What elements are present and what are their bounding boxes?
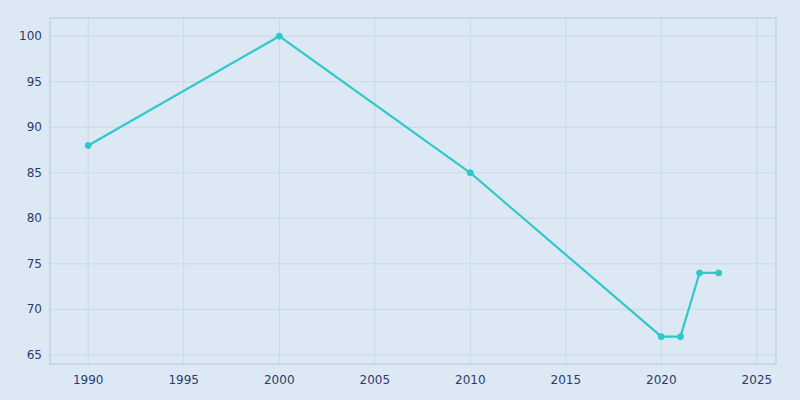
y-tick-label: 100 (19, 29, 42, 43)
point (697, 270, 703, 276)
x-tick-label: 1995 (168, 373, 199, 387)
x-grid-line (88, 18, 89, 364)
x-grid-line (374, 18, 375, 364)
y-tick-label: 70 (27, 302, 42, 316)
x-tick-label: 1990 (73, 373, 104, 387)
y-tick-label: 80 (27, 211, 42, 225)
y-grid-line (50, 81, 776, 82)
y-tick-label: 65 (27, 348, 42, 362)
y-tick-label: 85 (27, 166, 42, 180)
x-grid-line (756, 18, 757, 364)
y-grid-line (50, 36, 776, 37)
y-tick-label: 75 (27, 257, 42, 271)
y-grid-line (50, 354, 776, 355)
tick-labels: 1990 1995 2000 2005 2010 2015 2020 2025 65 70 75 80… (19, 29, 772, 387)
x-grid-line (279, 18, 280, 364)
y-grid-line (50, 127, 776, 128)
x-grid-line (565, 18, 566, 364)
line (88, 36, 718, 336)
point (85, 142, 91, 148)
series (85, 33, 721, 339)
x-grid-line (470, 18, 471, 364)
x-grid-line (661, 18, 662, 364)
plot-background (50, 18, 776, 364)
y-grid-line (50, 309, 776, 310)
grid (50, 18, 776, 364)
chart-container: 1990 1995 2000 2005 2010 2015 2020 2025 65 70 75 80… (0, 0, 800, 400)
y-grid-line (50, 172, 776, 173)
x-tick-label: 2005 (360, 373, 391, 387)
y-tick-label: 90 (27, 120, 42, 134)
y-tick-label: 95 (27, 75, 42, 89)
y-grid-line (50, 218, 776, 219)
point (716, 270, 722, 276)
x-tick-label: 2020 (646, 373, 677, 387)
point (677, 334, 683, 340)
plot-frame (50, 18, 776, 364)
point (658, 334, 664, 340)
point (276, 33, 282, 39)
x-tick-label: 2000 (264, 373, 295, 387)
point (467, 170, 473, 176)
x-grid-line (183, 18, 184, 364)
x-tick-label: 2025 (742, 373, 773, 387)
chart: 1990 1995 2000 2005 2010 2015 2020 2025 65 70 75 80… (0, 0, 800, 400)
x-tick-label: 2015 (551, 373, 582, 387)
y-grid-line (50, 263, 776, 264)
x-tick-label: 2010 (455, 373, 486, 387)
